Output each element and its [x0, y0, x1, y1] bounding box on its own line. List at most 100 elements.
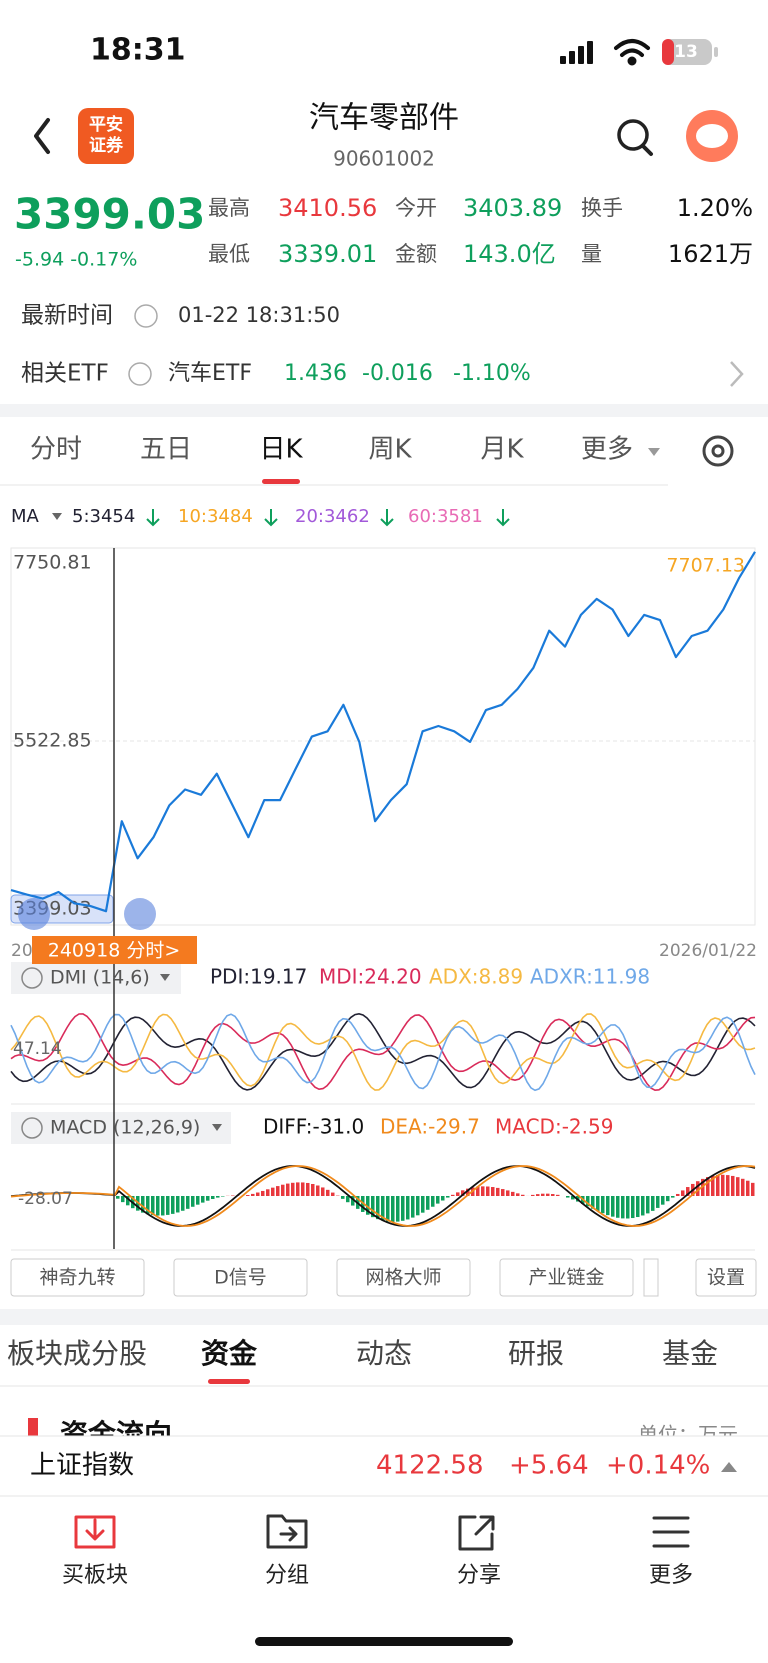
macd-bar: [656, 1196, 660, 1208]
dmi-value: PDI:19.17: [210, 965, 307, 989]
nav-label[interactable]: 更多: [649, 1563, 693, 1588]
settings-gear[interactable]: [702, 435, 734, 467]
section-marker: [28, 1418, 38, 1438]
macd-bar: [646, 1196, 650, 1214]
index-name[interactable]: 上证指数: [30, 1451, 134, 1481]
index-price: 4122.58: [376, 1451, 484, 1481]
macd-bar: [751, 1182, 755, 1196]
ma-value: 10:3484: [178, 506, 253, 527]
section-tab[interactable]: 资金: [201, 1337, 258, 1370]
last-price: 3399.03: [14, 190, 205, 239]
info-icon[interactable]: [128, 362, 152, 386]
nav-icon[interactable]: [652, 1516, 690, 1548]
logo: [78, 108, 134, 164]
price-line: [10, 551, 756, 913]
section-tab[interactable]: 动态: [356, 1337, 412, 1370]
macd-bar: [636, 1196, 640, 1218]
tool-button[interactable]: [10, 1258, 145, 1297]
nav-label[interactable]: 分享: [457, 1563, 501, 1588]
macd-bar: [551, 1194, 555, 1196]
avatar-face: [696, 124, 728, 148]
nav-label[interactable]: 分组: [265, 1563, 309, 1588]
tool-button[interactable]: [695, 1258, 757, 1297]
etf-pct: -1.10%: [453, 361, 531, 386]
macd-bar: [451, 1194, 455, 1196]
period-tab[interactable]: 更多: [581, 435, 633, 465]
period-tab[interactable]: 日K: [259, 435, 303, 465]
etf-chevron[interactable]: [730, 361, 744, 387]
macd-bar: [291, 1182, 295, 1196]
search-button[interactable]: [617, 119, 649, 151]
macd-bar: [476, 1186, 480, 1196]
overlay-button[interactable]: [18, 898, 50, 930]
more-dropdown[interactable]: [648, 448, 660, 456]
macd-bar: [416, 1196, 420, 1216]
dmi-label[interactable]: DMI (14,6): [50, 967, 150, 989]
period-tab[interactable]: 周K: [368, 435, 412, 465]
macd-bar: [456, 1192, 460, 1196]
tool-button-text: 产业链金: [528, 1267, 604, 1289]
macd-bar: [746, 1180, 750, 1196]
macd-label[interactable]: MACD (12,26,9): [50, 1117, 200, 1139]
section-tab[interactable]: 研报: [508, 1337, 564, 1370]
macd-bar: [426, 1196, 430, 1210]
period-tab[interactable]: 分时: [30, 435, 82, 465]
macd-bar: [121, 1196, 125, 1203]
field-label: 最低: [208, 242, 250, 266]
tool-button[interactable]: [173, 1258, 308, 1297]
macd-bar: [221, 1196, 225, 1197]
nav-icon[interactable]: [266, 1514, 308, 1549]
section-tab[interactable]: 板块成分股: [7, 1337, 147, 1370]
tool-button[interactable]: [336, 1258, 471, 1297]
macd-bar: [706, 1177, 710, 1196]
field-value: 3339.01: [278, 240, 377, 268]
search-handle: [641, 144, 653, 156]
macd-bar: [716, 1175, 720, 1196]
macd-bar: [626, 1196, 630, 1219]
macd-bar: [511, 1191, 515, 1196]
macd-dropdown[interactable]: [212, 1124, 222, 1131]
period-tab[interactable]: 月K: [480, 435, 524, 465]
macd-bar: [381, 1196, 385, 1221]
nav-icon[interactable]: [74, 1515, 116, 1549]
etf-name[interactable]: 汽车ETF: [168, 361, 252, 386]
macd-bar: [141, 1196, 145, 1213]
time-label: 最新时间: [21, 303, 113, 329]
dmi-header-box[interactable]: [11, 962, 181, 994]
section-tab[interactable]: 基金: [662, 1337, 718, 1370]
tool-button[interactable]: [499, 1258, 634, 1297]
macd-bar: [176, 1196, 180, 1213]
macd-bar: [191, 1196, 195, 1207]
logo-text: 平安: [89, 114, 123, 135]
dmi-line: [10, 1012, 756, 1091]
macd-bar: [261, 1190, 265, 1196]
nav-icon[interactable]: [458, 1515, 495, 1551]
tool-button-text: D信号: [214, 1267, 267, 1289]
info-icon: [21, 967, 43, 989]
macd-bar: [666, 1196, 670, 1202]
index-pct: +0.14%: [606, 1451, 710, 1481]
macd-bar: [201, 1196, 205, 1203]
nav-label[interactable]: 买板块: [62, 1563, 128, 1588]
macd-bar: [316, 1185, 320, 1196]
macd-bar: [386, 1196, 390, 1222]
macd-value: MACD:-2.59: [495, 1115, 613, 1139]
index-expand[interactable]: [721, 1462, 737, 1472]
macd-bar: [596, 1196, 600, 1212]
macd-bar: [736, 1177, 740, 1196]
dmi-dropdown[interactable]: [160, 974, 170, 981]
ma-dropdown[interactable]: [52, 513, 62, 520]
overlay-button[interactable]: [124, 898, 156, 930]
ma-value: 20:3462: [295, 506, 370, 527]
separator: [0, 404, 768, 417]
macd-header-box[interactable]: [11, 1112, 231, 1144]
macd-bar: [631, 1196, 635, 1219]
back-button[interactable]: [34, 118, 50, 154]
period-tab[interactable]: 五日: [140, 435, 192, 465]
macd-bar: [346, 1196, 350, 1203]
macd-bar: [616, 1196, 620, 1218]
macd-bar: [731, 1175, 735, 1196]
info-icon[interactable]: [134, 304, 158, 328]
macd-bar: [411, 1196, 415, 1218]
